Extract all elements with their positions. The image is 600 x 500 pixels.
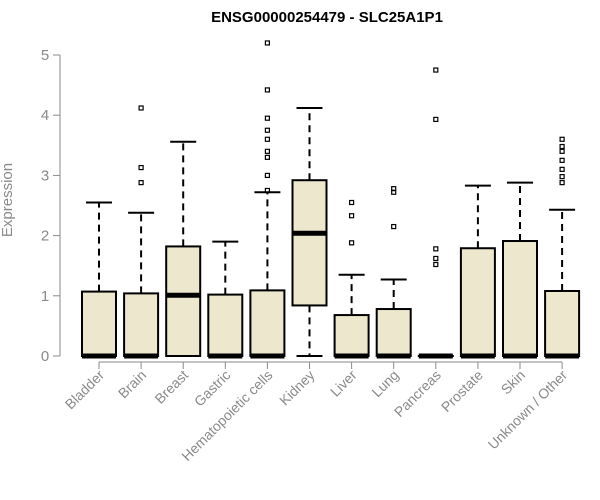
box-prostate: [459, 184, 496, 359]
box-brain: [123, 105, 160, 359]
box-body: [207, 293, 244, 358]
x-tick-label: Breast: [151, 367, 191, 407]
y-tick-label: 1: [41, 288, 49, 305]
outlier-point: [264, 187, 270, 194]
x-tick-label: Bladder: [62, 367, 108, 413]
outlier-point: [264, 115, 270, 121]
outlier-point: [559, 157, 565, 163]
box-skin: [502, 181, 538, 359]
box-body: [249, 289, 286, 357]
boxes-group: [81, 40, 581, 359]
outlier-point: [349, 199, 355, 206]
box-body: [375, 308, 412, 358]
outlier-point: [391, 223, 397, 230]
outlier-point: [559, 180, 565, 186]
y-tick-label: 3: [41, 167, 49, 184]
box-liver: [333, 199, 370, 359]
outlier-point: [264, 87, 270, 93]
x-tick-label: Pancreas: [391, 367, 444, 420]
box-bladder: [81, 201, 117, 359]
outlier-point: [138, 164, 144, 171]
box-unknown-other: [544, 136, 581, 359]
outlier-point: [349, 240, 355, 246]
outlier-point: [433, 246, 439, 252]
box-body: [459, 247, 496, 358]
box-gastric: [207, 240, 244, 359]
box-body: [502, 240, 538, 358]
y-tick-label: 5: [41, 47, 49, 64]
box-hematopoietic-cells: [249, 40, 286, 359]
box-body: [81, 290, 117, 357]
outlier-point: [433, 116, 439, 123]
box-pancreas: [417, 67, 454, 359]
box-body: [333, 314, 370, 357]
outlier-point: [559, 174, 565, 180]
box-body: [123, 292, 160, 357]
chart-title: ENSG00000254479 - SLC25A1P1: [211, 9, 443, 26]
x-tick-label: Prostate: [438, 367, 486, 415]
outlier-point: [559, 166, 565, 172]
outlier-point: [138, 180, 144, 186]
box-lung: [375, 186, 412, 359]
outlier-point: [433, 261, 439, 268]
outlier-point: [264, 148, 270, 154]
outlier-point: [264, 127, 270, 133]
outlier-point: [559, 148, 565, 154]
y-tick-label: 0: [41, 348, 49, 365]
outlier-point: [559, 136, 565, 142]
y-tick-label: 2: [41, 228, 49, 245]
x-tick-label: Skin: [498, 367, 529, 398]
x-tick-label: Liver: [327, 367, 360, 400]
outlier-point: [391, 186, 397, 192]
outlier-point: [138, 105, 144, 111]
outlier-point: [433, 67, 439, 73]
x-tick-label: Lung: [368, 367, 401, 400]
box-kidney: [291, 106, 328, 357]
box-body: [165, 245, 202, 358]
outlier-point: [559, 143, 565, 150]
outlier-point: [264, 154, 270, 160]
outlier-point: [349, 213, 355, 219]
box-body: [291, 179, 328, 307]
outlier-point: [264, 40, 270, 46]
outlier-point: [264, 172, 270, 178]
x-tick-label: Kidney: [276, 367, 318, 409]
y-axis: 0 1 2 3 4 5: [41, 47, 61, 365]
x-tick-label: Brain: [115, 367, 149, 401]
box-body: [544, 289, 581, 358]
outlier-point: [433, 255, 439, 262]
x-tick-label: Unknown / Other: [485, 367, 571, 453]
y-axis-label: Expression: [0, 163, 16, 237]
outlier-point: [264, 136, 270, 142]
y-tick-label: 4: [41, 107, 49, 124]
box-breast: [165, 140, 202, 358]
